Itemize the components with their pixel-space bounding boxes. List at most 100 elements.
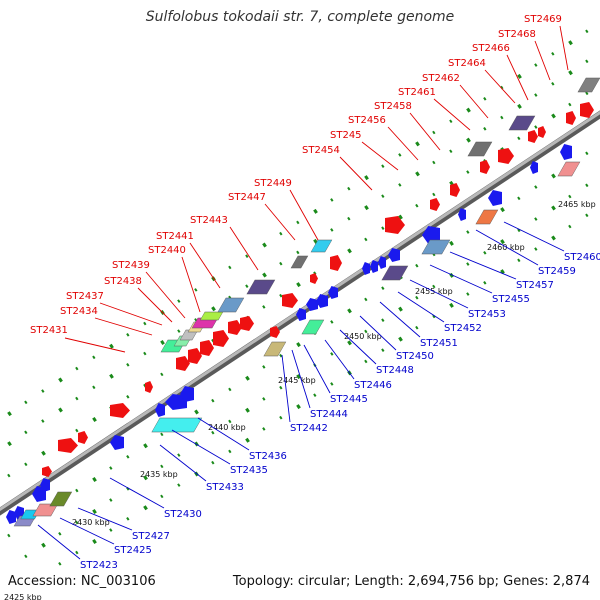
forward-gene [330, 255, 342, 271]
guide-dot [466, 170, 470, 174]
guide-dot [75, 396, 79, 401]
guide-dot [262, 305, 266, 309]
bottom-leader-line [503, 221, 565, 252]
feature-box [467, 141, 493, 157]
guide-dot [228, 387, 232, 392]
guide-dot [347, 186, 351, 191]
guide-dot [432, 284, 436, 289]
reverse-gene [6, 510, 16, 524]
guide-dot [466, 292, 470, 296]
guide-dot [449, 302, 454, 308]
kbp-tick-label: 2445 kbp [278, 376, 316, 385]
guide-dot [160, 464, 164, 469]
guide-dot [7, 441, 12, 447]
feature-box [199, 311, 224, 321]
guide-dot [92, 355, 96, 360]
guide-dot [109, 466, 113, 470]
guide-dot [194, 288, 198, 292]
top-gene-label: ST245 [330, 130, 362, 141]
top-gene-label: ST2469 [524, 14, 562, 25]
guide-dot [415, 325, 419, 330]
guide-dot [551, 235, 556, 241]
guide-dot [364, 205, 369, 211]
forward-gene [270, 326, 280, 338]
top-leader-line [189, 242, 221, 289]
top-leader-line [289, 189, 319, 241]
bottom-gene-label: ST2433 [206, 482, 244, 493]
forward-gene [566, 111, 576, 125]
reverse-gene [316, 294, 328, 308]
bottom-leader-line [109, 477, 165, 509]
guide-dot [517, 73, 522, 79]
top-leader-line [99, 302, 163, 326]
feature-box [263, 341, 287, 357]
bottom-leader-line [429, 264, 493, 294]
guide-dot [330, 228, 334, 232]
guide-dot [7, 411, 12, 417]
guide-dot [381, 194, 385, 199]
guide-dot [143, 505, 148, 511]
guide-dot [415, 141, 420, 147]
bottom-leader-line [339, 329, 377, 365]
dotted-guide-lines [7, 29, 589, 566]
kbp-tick-label: 2440 kbp [208, 423, 246, 432]
guide-dot [211, 430, 215, 435]
guide-dot [296, 374, 301, 380]
bottom-gene-label: ST2453 [468, 309, 506, 320]
guide-dot [75, 550, 79, 555]
top-gene-label: ST2447 [228, 192, 266, 203]
guide-dot [585, 213, 589, 218]
guide-dot [330, 320, 334, 324]
guide-dot [58, 377, 63, 383]
top-leader-line [534, 40, 551, 81]
guide-dot [534, 63, 538, 67]
guide-dot [585, 59, 589, 64]
guide-dot [466, 137, 471, 143]
guide-dot [415, 295, 419, 300]
guide-dot [381, 286, 385, 291]
top-leader-line [506, 54, 529, 101]
guide-dot [330, 352, 334, 356]
guide-dot [449, 240, 454, 246]
guide-dot [415, 171, 420, 177]
forward-gene [188, 348, 202, 364]
guide-dot [534, 125, 538, 129]
guide-dot [126, 395, 130, 399]
guide-dot [143, 321, 147, 326]
guide-dot [41, 542, 46, 548]
guide-dot [109, 373, 114, 379]
guide-dot [211, 460, 215, 465]
guide-dot [143, 475, 148, 481]
forward-gene [385, 216, 405, 234]
top-gene-label: ST2462 [422, 73, 460, 84]
guide-dot [24, 400, 28, 405]
forward-gene [240, 316, 254, 331]
guide-dot [177, 299, 181, 303]
guide-dot [245, 375, 250, 381]
guide-dot [109, 343, 114, 349]
guide-dot [568, 70, 573, 76]
guide-dot [126, 455, 130, 459]
guide-dot [466, 107, 471, 113]
top-gene-label: ST2441 [156, 231, 194, 242]
top-gene-label: ST2456 [348, 115, 386, 126]
bottom-leader-line [281, 354, 291, 423]
guide-dot [143, 443, 148, 449]
bottom-leader-line [171, 429, 231, 465]
kbp-tick-label: 2460 kbp [487, 243, 525, 252]
forward-gene [213, 330, 229, 347]
guide-dot [483, 280, 487, 285]
guide-dot [92, 416, 97, 422]
forward-gene [78, 431, 88, 444]
guide-dot [381, 226, 385, 231]
guide-dot [398, 306, 403, 312]
guide-dot [398, 336, 403, 342]
top-gene-label: ST2454 [302, 145, 340, 156]
top-leader-line [64, 337, 126, 353]
feature-box [508, 115, 536, 131]
guide-dot [449, 149, 453, 154]
guide-dot [75, 488, 79, 493]
guide-dot [415, 203, 419, 208]
bottom-leader-line [449, 251, 517, 280]
